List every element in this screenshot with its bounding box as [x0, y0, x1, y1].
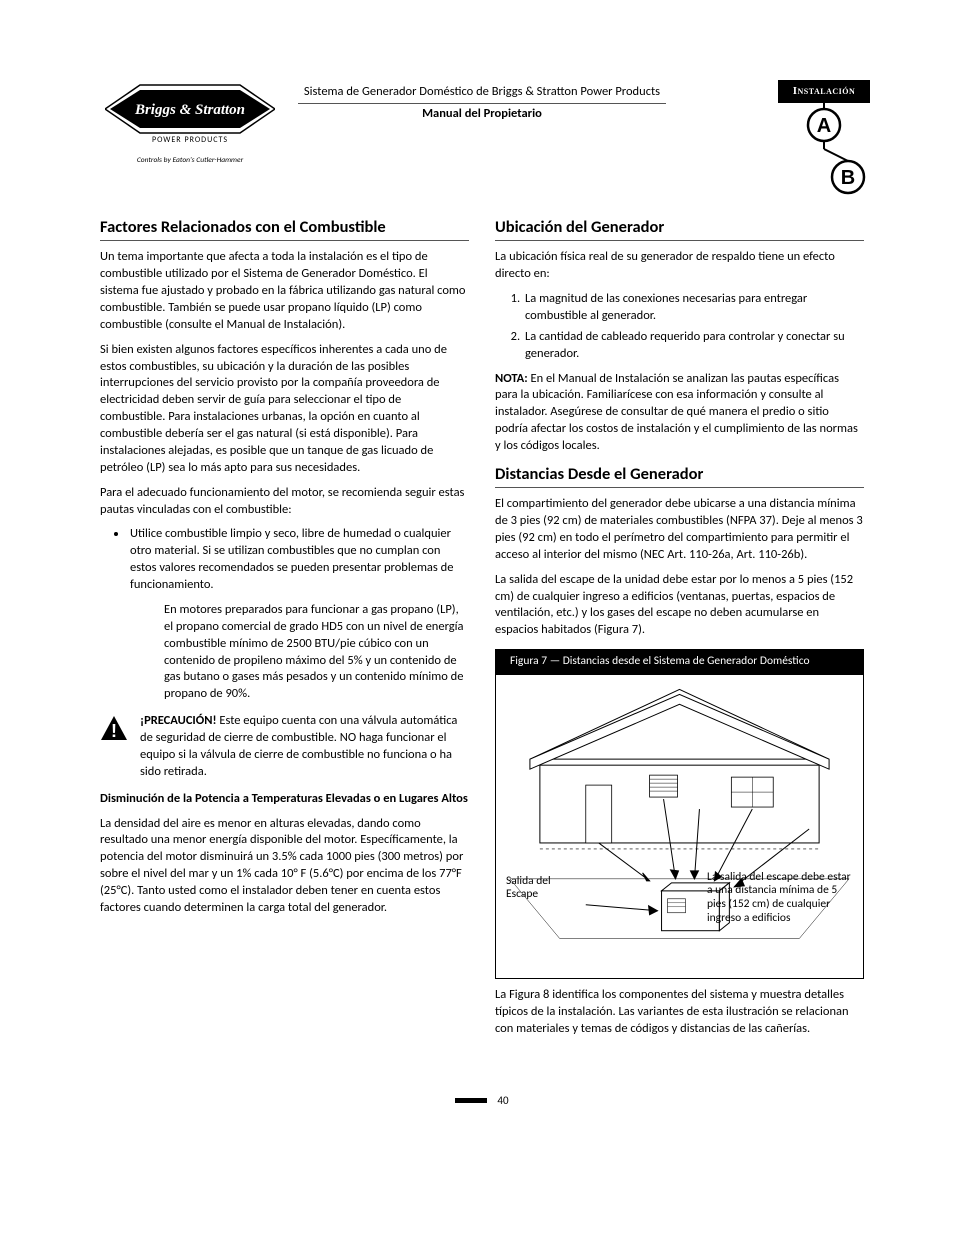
loc-item-1: La magnitud de las conexiones necesarias… [523, 291, 864, 325]
heading-location: Ubicación del Generador [495, 216, 864, 241]
para-clear-2: La salida del escape de la unidad debe e… [495, 572, 864, 640]
loc-item-2: La cantidad de cableado requerido para c… [523, 329, 864, 363]
doc-manual-title: Manual del Propietario [100, 106, 864, 123]
tab-letter-a: A [817, 115, 831, 137]
para-derate: La densidad del aire es menor en alturas… [100, 816, 469, 917]
para-fuel-2: Si bien existen algunos factores específ… [100, 342, 469, 477]
caution-text: ¡PRECAUCIÓN! Este equipo cuenta con una … [140, 713, 469, 781]
caution-lead: ¡PRECAUCIÓN! [140, 713, 217, 728]
section-tab-label: Instalación [778, 80, 870, 103]
fuel-bullet-list: Utilice combustible limpio y seco, libre… [128, 526, 469, 594]
figure-7: Figura 7 — Distancias desde el Sistema d… [495, 649, 864, 979]
tab-letter-b: B [841, 167, 855, 189]
right-column: Ubicación del Generador La ubicación fís… [495, 216, 864, 1046]
location-list: La magnitud de las conexiones necesarias… [523, 291, 864, 363]
figure-7-label-distance: La salida del escape debe estar a una di… [707, 871, 857, 926]
figure-7-caption: Figura 7 — Distancias desde el Sistema d… [496, 650, 863, 674]
nota-body: En el Manual de Instalación se analizan … [495, 371, 858, 454]
para-fuel-1: Un tema importante que afecta a toda la … [100, 249, 469, 333]
section-tab-icons: A B [778, 103, 870, 199]
left-column: Factores Relacionados con el Combustible… [100, 216, 469, 1046]
page-header: Briggs & Stratton POWER PRODUCTS Control… [100, 78, 864, 188]
logo-subtitle-2: Controls by Eaton's Cutler-Hammer [100, 156, 280, 166]
nota-lead: NOTA: [495, 371, 528, 386]
para-loc-1: La ubicación física real de su generador… [495, 249, 864, 283]
fig-left-line2: Escape [506, 887, 538, 901]
header-titles: Sistema de Generador Doméstico de Briggs… [100, 84, 864, 123]
lp-spec-block: En motores preparados para funcionar a g… [164, 602, 469, 703]
warning-triangle-icon: ! [100, 713, 130, 747]
para-clear-1: El compartimiento del generador debe ubi… [495, 496, 864, 564]
caution-block: ! ¡PRECAUCIÓN! Este equipo cuenta con un… [100, 713, 469, 781]
svg-text:!: ! [111, 721, 117, 741]
fig-left-line1: Salida del [506, 874, 551, 888]
heading-clearances: Distancias Desde el Generador [495, 463, 864, 488]
heading-derate: Disminución de la Potencia a Temperatura… [100, 791, 469, 808]
fuel-bullet-1: Utilice combustible limpio y seco, libre… [128, 526, 469, 594]
figure-7-label-exhaust: Salida del Escape [506, 875, 551, 903]
content-columns: Factores Relacionados con el Combustible… [100, 216, 864, 1046]
heading-fuel-factors: Factores Relacionados con el Combustible [100, 216, 469, 241]
nota-block: NOTA: En el Manual de Instalación se ana… [495, 371, 864, 455]
page-number: 40 [100, 1094, 864, 1109]
para-fig8: La Figura 8 identifica los componentes d… [495, 987, 864, 1038]
doc-system-title: Sistema de Generador Doméstico de Briggs… [298, 84, 666, 104]
para-fuel-3: Para el adecuado funcionamiento del moto… [100, 485, 469, 519]
figure-7-body: Salida del Escape La salida del escape d… [496, 675, 863, 979]
section-tab: Instalación A B [778, 80, 870, 199]
